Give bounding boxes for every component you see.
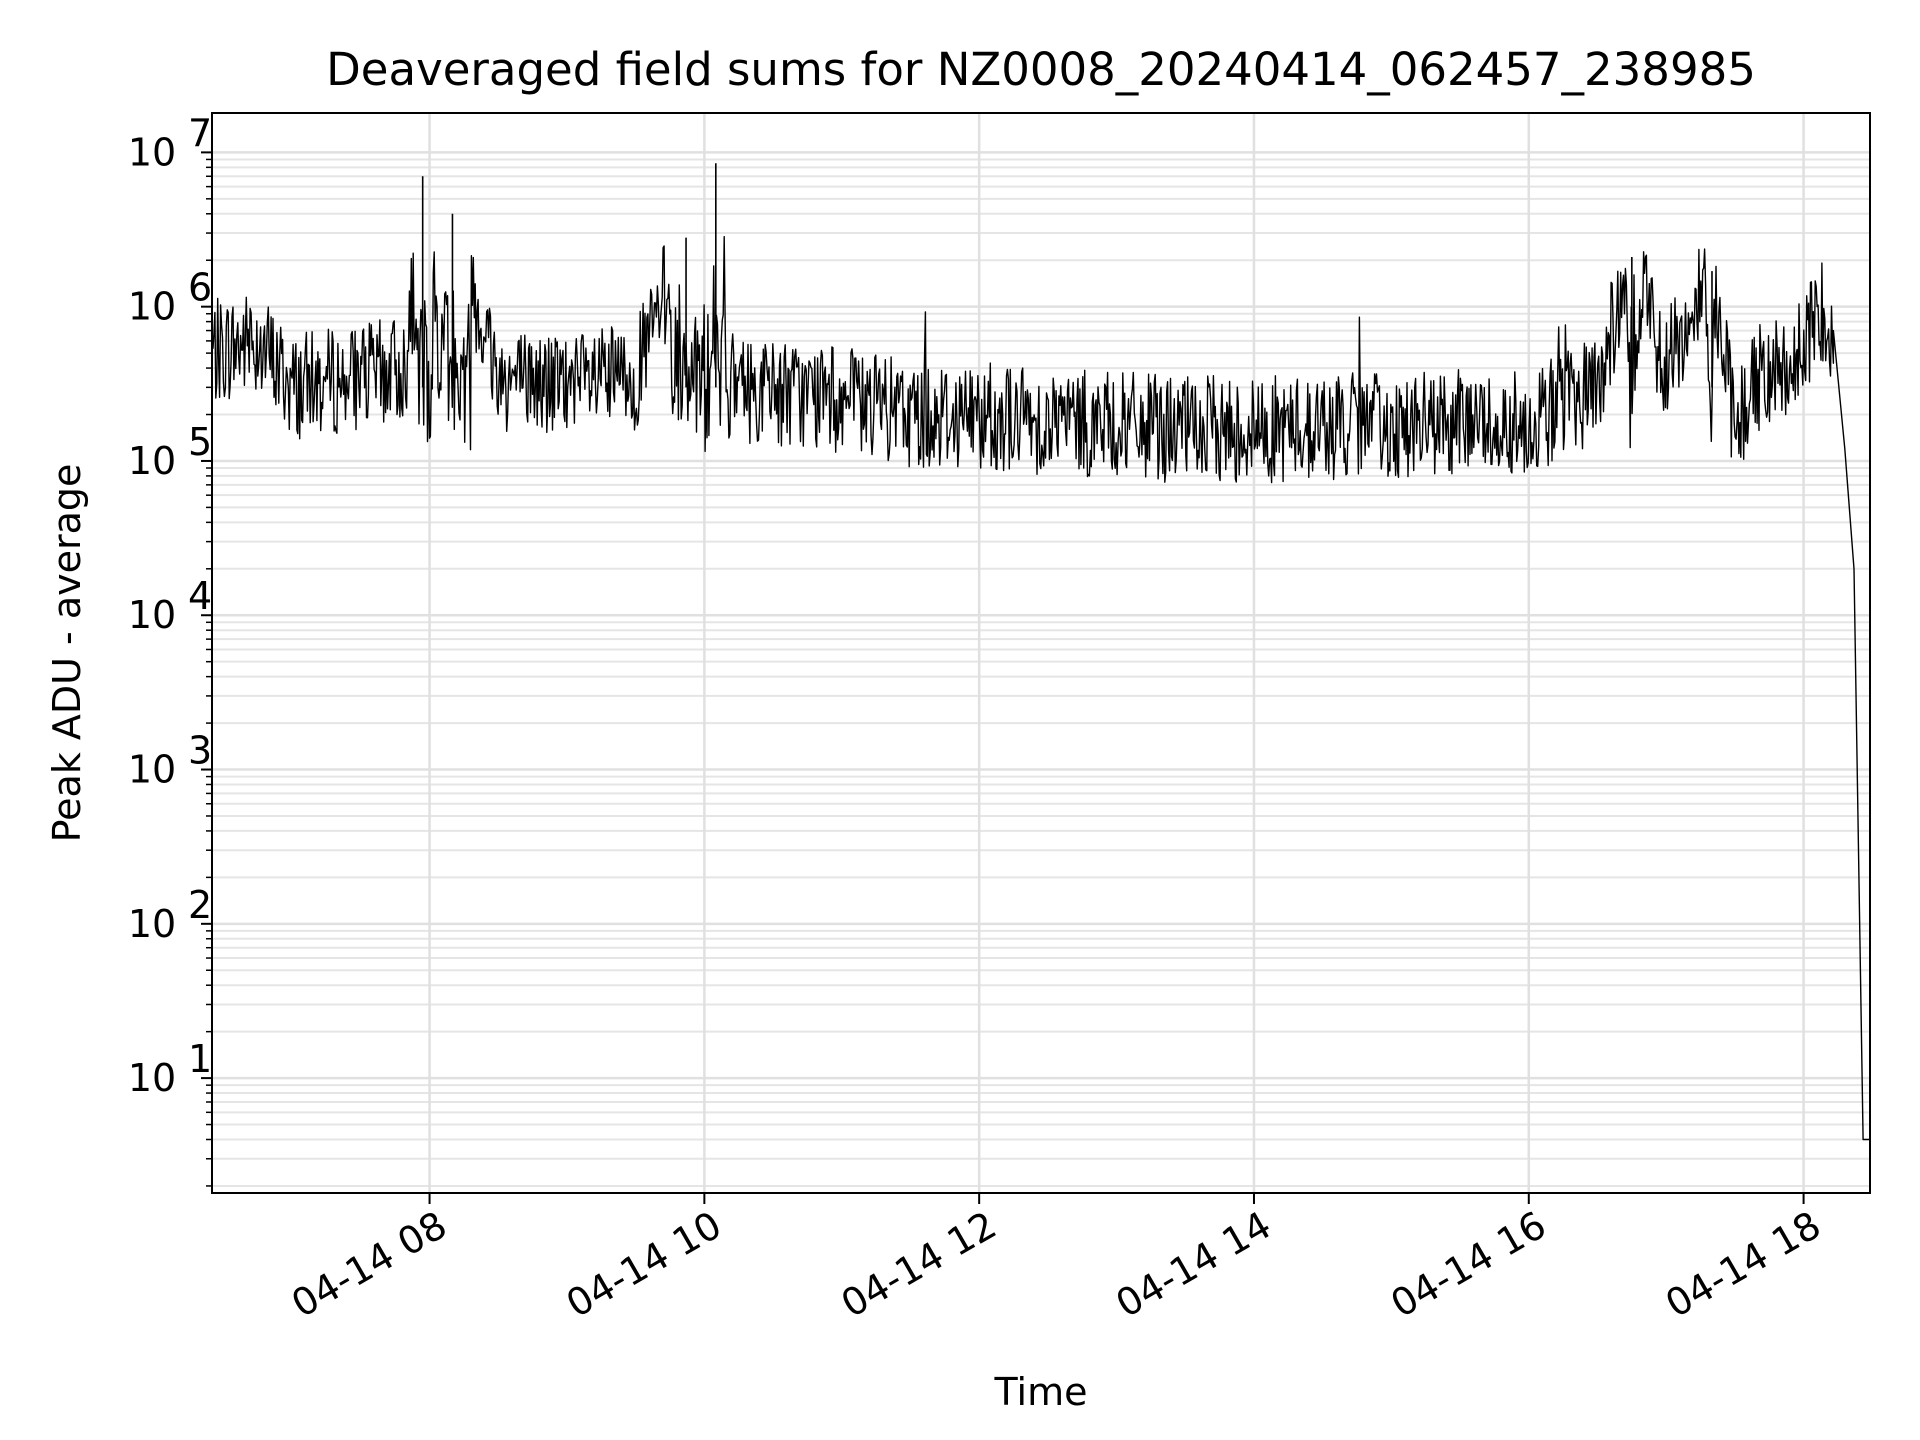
y-tick-label: 10	[128, 1056, 176, 1100]
y-tick-label: 10	[128, 285, 176, 329]
y-tick-exponent: 1	[188, 1037, 212, 1081]
y-tick-exponent: 3	[188, 729, 212, 773]
x-axis-label: Time	[994, 1370, 1088, 1414]
y-tick-exponent: 5	[188, 420, 212, 464]
y-tick-label: 10	[128, 902, 176, 946]
y-tick-exponent: 2	[188, 883, 212, 927]
plot-frame	[211, 112, 1871, 1194]
y-tick-label: 10	[128, 130, 176, 174]
y-tick-label: 10	[128, 439, 176, 483]
series-line	[211, 236, 1870, 1141]
y-tick-exponent: 4	[188, 574, 212, 618]
y-axis-label: Peak ADU - average	[45, 464, 89, 843]
y-tick-label: 10	[128, 593, 176, 637]
y-tick-exponent: 6	[188, 266, 212, 310]
y-tick-label: 10	[128, 748, 176, 792]
chart-title: Deaveraged field sums for NZ0008_2024041…	[326, 43, 1756, 96]
y-tick-exponent: 7	[188, 111, 212, 155]
series-layer	[211, 163, 1870, 1141]
